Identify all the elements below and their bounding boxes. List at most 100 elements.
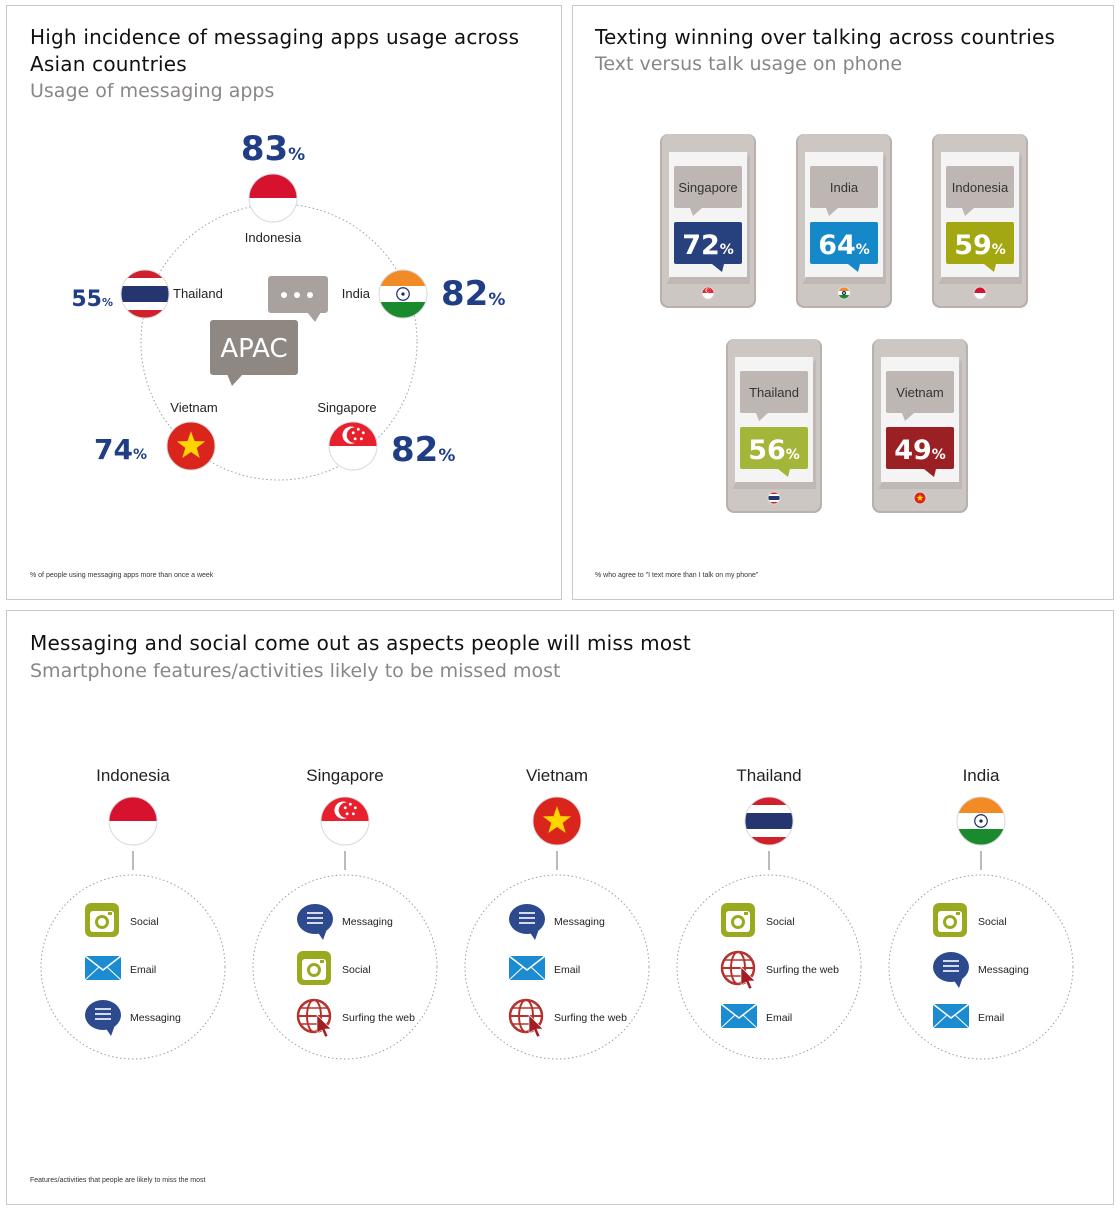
value-bubble-tail (712, 264, 724, 272)
percent-value: 72% (682, 230, 734, 261)
social-icon (721, 903, 755, 937)
country-heading: Singapore (306, 766, 384, 785)
panel-title: Messaging and social come out as aspects… (30, 631, 691, 655)
apac-bubble-tail (227, 374, 243, 386)
value-bubble-tail (778, 469, 790, 477)
singapore-flag-icon (701, 286, 715, 300)
country-heading: Vietnam (526, 766, 588, 785)
country-heading: Thailand (736, 766, 801, 785)
feature-circle (676, 874, 862, 1060)
usage-ring-chart: APAC Indonesia 83% India 82% Singapore 82% Viet… (71, 129, 505, 481)
phone-india: India 64% (796, 134, 892, 308)
email-icon (720, 1003, 758, 1029)
value-bubble (810, 222, 878, 264)
missed-features-panel: Messaging and social come out as aspects… (6, 610, 1114, 1205)
value-bubble-tail (848, 264, 860, 272)
thailand-flag-icon (744, 796, 794, 846)
value-bubble (946, 222, 1014, 264)
percent-value: 74% (94, 433, 147, 466)
indonesia-flag-icon (973, 286, 987, 300)
feature-label: Messaging (130, 1012, 181, 1024)
panel-subtitle: Smartphone features/activities likely to… (30, 660, 561, 682)
indonesia-flag-icon (108, 796, 158, 846)
feature-label: Social (130, 916, 159, 928)
panel-title-line2: Asian countries (30, 52, 187, 76)
country-bubble (810, 166, 878, 208)
web-icon (720, 950, 756, 990)
ring-outline (140, 203, 418, 481)
country-bubble (740, 371, 808, 413)
panel-subtitle: Usage of messaging apps (30, 80, 275, 102)
feature-label: Surfing the web (342, 1012, 415, 1024)
feature-label: Surfing the web (766, 964, 839, 976)
country-label: India (342, 286, 371, 301)
percent-value: 55% (71, 287, 113, 312)
apac-bubble-icon (210, 320, 298, 375)
country-label: Thailand (749, 385, 799, 400)
web-icon (508, 998, 544, 1038)
country-heading: Indonesia (96, 766, 170, 785)
value-bubble-tail (924, 469, 936, 477)
feature-label: Social (978, 916, 1007, 928)
small-chat-bubble-tail (307, 312, 321, 322)
country-label: Vietnam (170, 400, 217, 415)
footnote: % of people using messaging apps more th… (30, 572, 214, 579)
column-vietnam: Vietnam Messaging Email Surfing the web (464, 766, 650, 1060)
feature-label: Email (766, 1012, 792, 1024)
percent-value: 56% (748, 435, 800, 466)
country-bubble-tail (756, 413, 768, 421)
social-icon (933, 903, 967, 937)
percent-value: 49% (894, 435, 946, 466)
feature-circle (252, 874, 438, 1060)
country-label: Vietnam (896, 385, 943, 400)
india-flag-icon (837, 286, 851, 300)
country-bubble (886, 371, 954, 413)
percent-value: 64% (818, 230, 870, 261)
phone-vietnam: Vietnam 49% (872, 339, 968, 513)
messaging-icon (297, 904, 333, 940)
percent-value: 59% (954, 230, 1006, 261)
country-bubble-tail (902, 413, 914, 421)
country-label: Indonesia (952, 180, 1009, 195)
feature-label: Messaging (342, 916, 393, 928)
feature-label: Surfing the web (554, 1012, 627, 1024)
column-thailand: Thailand Social Surfing the web Email (676, 766, 862, 1060)
feature-label: Messaging (978, 964, 1029, 976)
thailand-flag-icon (767, 491, 781, 505)
country-label: Thailand (173, 286, 223, 301)
singapore-flag-icon (320, 796, 370, 846)
panel-subtitle: Text versus talk usage on phone (595, 53, 903, 75)
email-icon (84, 955, 122, 981)
email-icon (932, 1003, 970, 1029)
percent-value: 82% (441, 274, 505, 314)
country-bubble-tail (826, 208, 838, 216)
feature-label: Email (978, 1012, 1004, 1024)
email-icon (508, 955, 546, 981)
phone-indonesia: Indonesia 59% (932, 134, 1028, 308)
country-label: Indonesia (245, 230, 302, 245)
messaging-icon (85, 1000, 121, 1036)
feature-label: Email (554, 964, 580, 976)
column-singapore: Singapore Messaging Social Surfing the web (252, 766, 438, 1060)
footnote: % who agree to "I text more than I talk … (595, 572, 759, 579)
web-icon (296, 998, 332, 1038)
column-indonesia: Indonesia Social Email Messaging (40, 766, 226, 1060)
singapore-flag-icon (328, 421, 378, 471)
percent-value: 83% (241, 129, 305, 169)
country-bubble (946, 166, 1014, 208)
indonesia-flag-icon (248, 173, 298, 223)
country-bubble-tail (690, 208, 702, 216)
panel-title: Texting winning over talking across coun… (595, 25, 1056, 49)
country-label: Singapore (678, 180, 737, 195)
messaging-icon (509, 904, 545, 940)
phone-thailand: Thailand 56% (726, 339, 822, 513)
messaging-icon (933, 952, 969, 988)
social-icon (297, 951, 331, 985)
vietnam-flag-icon (532, 796, 582, 846)
value-bubble (674, 222, 742, 264)
text-vs-talk-panel: Texting winning over talking across coun… (572, 5, 1114, 600)
value-bubble (886, 427, 954, 469)
country-bubble (674, 166, 742, 208)
country-label: India (830, 180, 859, 195)
chat-dot-0 (281, 292, 287, 298)
